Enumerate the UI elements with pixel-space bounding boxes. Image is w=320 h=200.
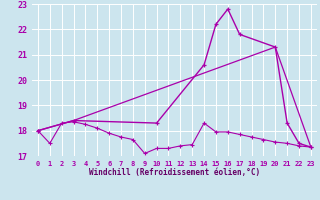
X-axis label: Windchill (Refroidissement éolien,°C): Windchill (Refroidissement éolien,°C) bbox=[89, 168, 260, 177]
